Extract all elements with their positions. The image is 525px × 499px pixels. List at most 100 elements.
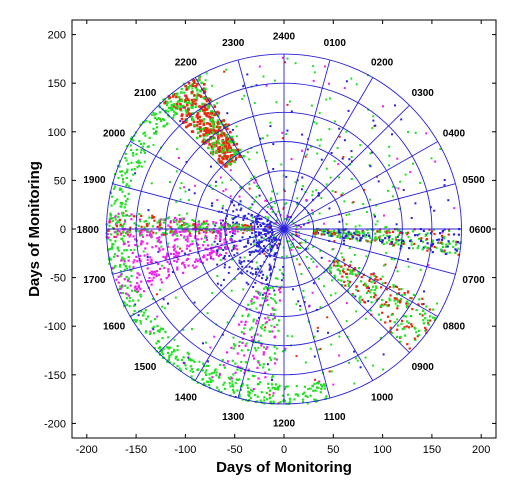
data-point — [264, 199, 267, 202]
data-point — [415, 331, 418, 334]
data-point — [129, 284, 132, 287]
data-point — [422, 246, 425, 249]
data-point — [278, 238, 281, 241]
data-point — [179, 104, 182, 107]
data-point — [158, 247, 161, 250]
data-point — [333, 240, 336, 242]
data-point — [319, 306, 322, 309]
data-point — [168, 96, 172, 99]
data-point — [276, 244, 279, 247]
data-point — [133, 309, 136, 313]
data-point — [201, 261, 204, 264]
data-point — [421, 297, 424, 300]
data-point — [384, 237, 387, 240]
data-point — [325, 395, 328, 398]
data-point — [160, 227, 163, 230]
y-tick-label: 50 — [54, 175, 66, 187]
data-point — [197, 94, 201, 97]
data-point — [204, 140, 208, 144]
data-point — [258, 363, 262, 366]
data-point — [297, 247, 300, 249]
data-point — [341, 157, 344, 160]
data-point — [396, 235, 399, 238]
data-point — [134, 285, 137, 288]
data-point — [388, 154, 391, 157]
hour-label: 2000 — [103, 128, 126, 139]
data-point — [211, 292, 214, 295]
data-point — [353, 267, 357, 270]
data-point — [381, 311, 384, 314]
data-point — [129, 144, 132, 147]
data-point — [258, 187, 260, 189]
data-point — [216, 243, 219, 246]
data-point — [278, 319, 281, 322]
data-point — [323, 228, 326, 231]
data-point — [155, 118, 159, 121]
data-point — [143, 160, 146, 163]
data-point — [266, 206, 269, 209]
data-point — [437, 238, 441, 241]
data-point — [272, 236, 275, 239]
data-point — [211, 379, 214, 382]
data-point — [174, 357, 177, 360]
data-point — [396, 324, 400, 327]
data-point — [123, 222, 126, 226]
data-point — [199, 260, 202, 263]
data-point — [139, 123, 142, 126]
data-point — [177, 226, 180, 229]
data-point — [432, 316, 435, 319]
data-point — [391, 230, 395, 233]
data-point — [268, 268, 271, 271]
data-point — [115, 278, 118, 281]
data-point — [132, 266, 135, 269]
data-point — [179, 224, 182, 228]
data-point — [192, 219, 196, 223]
data-point — [190, 375, 193, 378]
data-point — [180, 117, 184, 121]
data-point — [172, 110, 176, 113]
data-point — [349, 237, 352, 241]
data-point — [169, 346, 172, 349]
data-point — [248, 158, 251, 161]
data-point — [372, 285, 375, 288]
data-point — [133, 222, 136, 225]
data-point — [410, 217, 413, 219]
data-point — [345, 80, 348, 83]
data-point — [146, 267, 149, 270]
data-point — [188, 234, 191, 237]
data-point — [312, 245, 315, 248]
data-point — [330, 343, 333, 346]
data-point — [248, 229, 252, 232]
data-point — [211, 131, 215, 134]
data-point — [414, 131, 417, 134]
data-point — [205, 373, 208, 376]
data-point — [264, 299, 267, 302]
data-point — [228, 382, 231, 385]
data-point — [190, 116, 194, 119]
data-point — [171, 234, 174, 237]
data-point — [114, 218, 117, 221]
data-point — [269, 222, 272, 225]
data-point — [296, 203, 299, 206]
data-point — [376, 220, 379, 223]
data-point — [286, 57, 289, 60]
data-point — [148, 272, 151, 275]
data-point — [139, 233, 142, 236]
data-point — [455, 249, 458, 252]
data-point — [231, 359, 234, 362]
data-point — [334, 292, 337, 295]
data-point — [207, 228, 210, 232]
data-point — [431, 239, 434, 242]
data-point — [351, 273, 354, 276]
data-point — [235, 221, 238, 224]
data-point — [138, 213, 141, 216]
x-tick-label: 200 — [472, 444, 490, 456]
data-point — [388, 243, 391, 246]
data-point — [196, 260, 199, 263]
data-point — [279, 291, 282, 294]
data-point — [255, 241, 258, 244]
data-point — [259, 381, 262, 384]
data-point — [274, 239, 276, 242]
data-point — [263, 396, 266, 399]
